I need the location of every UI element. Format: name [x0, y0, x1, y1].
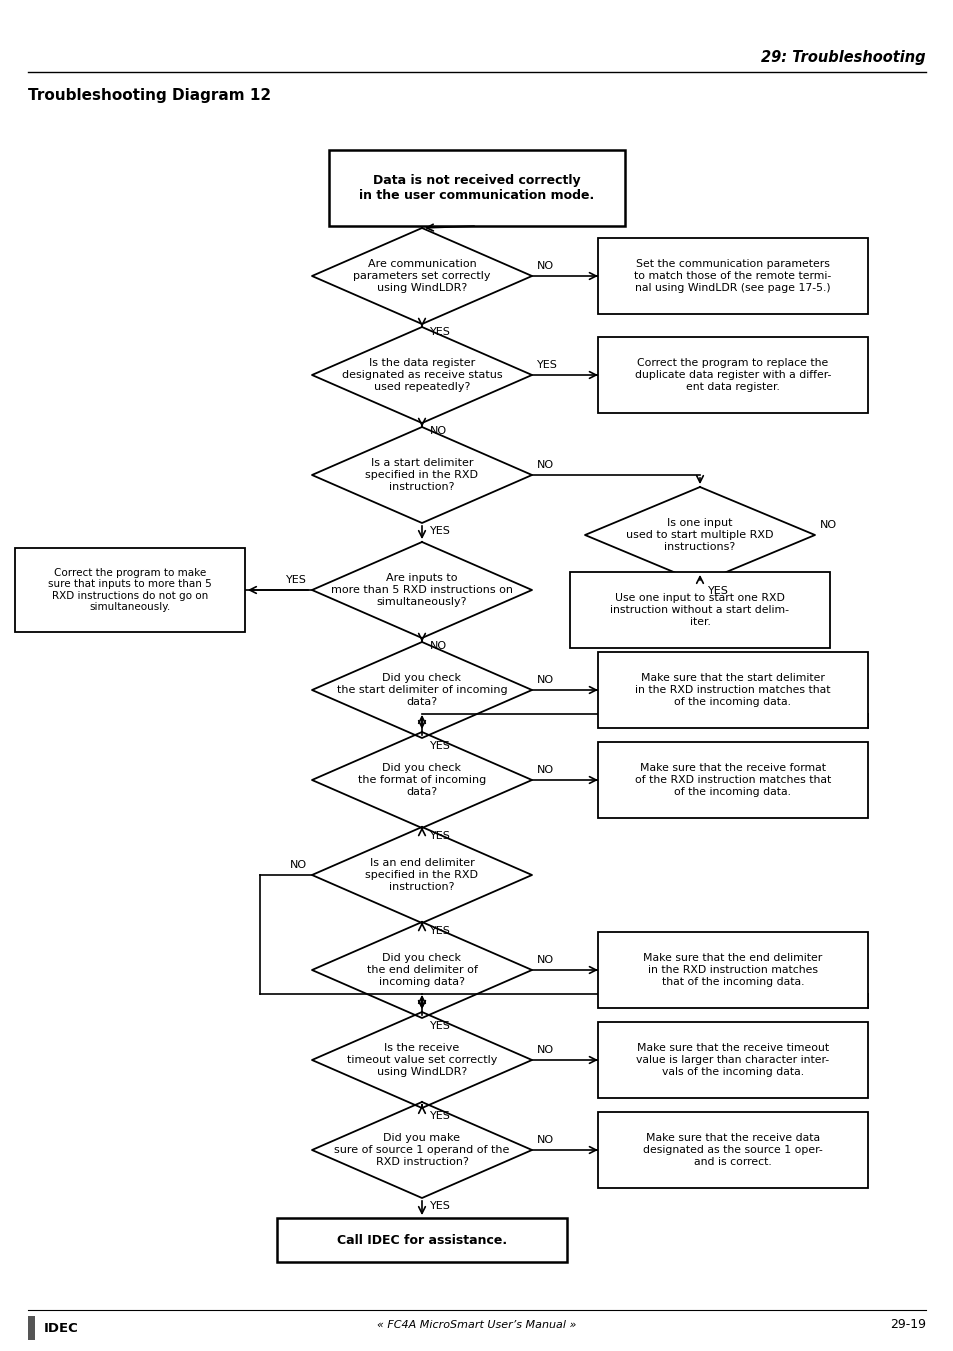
FancyBboxPatch shape — [598, 1021, 867, 1098]
Text: YES: YES — [430, 327, 451, 336]
Text: Set the communication parameters
to match those of the remote termi-
nal using W: Set the communication parameters to matc… — [634, 259, 831, 293]
Text: Use one input to start one RXD
instruction without a start delim-
iter.: Use one input to start one RXD instructi… — [610, 593, 789, 627]
Text: NO: NO — [537, 1135, 554, 1146]
Text: YES: YES — [707, 586, 728, 596]
Text: Is an end delimiter
specified in the RXD
instruction?: Is an end delimiter specified in the RXD… — [365, 858, 478, 892]
Text: « FC4A MicroSmart User’s Manual »: « FC4A MicroSmart User’s Manual » — [377, 1320, 576, 1329]
Text: Did you make
sure of source 1 operand of the
RXD instruction?: Did you make sure of source 1 operand of… — [334, 1133, 509, 1167]
Text: Correct the program to make
sure that inputs to more than 5
RXD instructions do : Correct the program to make sure that in… — [48, 567, 212, 612]
Text: Are communication
parameters set correctly
using WindLDR?: Are communication parameters set correct… — [353, 259, 490, 293]
Text: NO: NO — [430, 640, 447, 651]
Text: YES: YES — [430, 925, 451, 936]
Text: YES: YES — [430, 740, 451, 751]
Text: Did you check
the start delimiter of incoming
data?: Did you check the start delimiter of inc… — [336, 673, 507, 707]
Text: Is one input
used to start multiple RXD
instructions?: Is one input used to start multiple RXD … — [625, 519, 773, 551]
FancyBboxPatch shape — [329, 150, 624, 226]
Text: YES: YES — [537, 359, 558, 370]
Text: IDEC: IDEC — [44, 1321, 79, 1335]
Text: NO: NO — [537, 1046, 554, 1055]
Text: YES: YES — [430, 1201, 451, 1210]
FancyBboxPatch shape — [569, 571, 829, 648]
Text: 29: Troubleshooting: 29: Troubleshooting — [760, 50, 925, 65]
Text: Correct the program to replace the
duplicate data register with a differ-
ent da: Correct the program to replace the dupli… — [634, 358, 830, 392]
Text: Make sure that the end delimiter
in the RXD instruction matches
that of the inco: Make sure that the end delimiter in the … — [642, 954, 821, 986]
Text: Is the receive
timeout value set correctly
using WindLDR?: Is the receive timeout value set correct… — [347, 1043, 497, 1077]
Text: YES: YES — [430, 1111, 451, 1121]
Text: NO: NO — [537, 459, 554, 470]
Text: YES: YES — [430, 526, 451, 536]
Text: NO: NO — [537, 765, 554, 775]
Text: Did you check
the end delimiter of
incoming data?: Did you check the end delimiter of incom… — [366, 954, 476, 986]
Text: YES: YES — [430, 831, 451, 842]
Text: 29-19: 29-19 — [889, 1319, 925, 1332]
Text: NO: NO — [537, 261, 554, 272]
Text: Did you check
the format of incoming
data?: Did you check the format of incoming dat… — [357, 763, 486, 797]
FancyBboxPatch shape — [598, 932, 867, 1008]
Text: Make sure that the start delimiter
in the RXD instruction matches that
of the in: Make sure that the start delimiter in th… — [635, 673, 830, 707]
Text: NO: NO — [290, 861, 307, 870]
Text: Make sure that the receive format
of the RXD instruction matches that
of the inc: Make sure that the receive format of the… — [634, 763, 830, 797]
FancyBboxPatch shape — [28, 1316, 35, 1340]
Text: Make sure that the receive timeout
value is larger than character inter-
vals of: Make sure that the receive timeout value… — [636, 1043, 829, 1077]
Text: Is a start delimiter
specified in the RXD
instruction?: Is a start delimiter specified in the RX… — [365, 458, 478, 492]
FancyBboxPatch shape — [15, 549, 245, 632]
Text: YES: YES — [286, 576, 307, 585]
Text: Make sure that the receive data
designated as the source 1 oper-
and is correct.: Make sure that the receive data designat… — [642, 1133, 822, 1167]
FancyBboxPatch shape — [598, 238, 867, 313]
Text: Are inputs to
more than 5 RXD instructions on
simultaneously?: Are inputs to more than 5 RXD instructio… — [331, 573, 513, 607]
Text: NO: NO — [537, 676, 554, 685]
Text: Troubleshooting Diagram 12: Troubleshooting Diagram 12 — [28, 88, 271, 103]
Text: NO: NO — [537, 955, 554, 965]
FancyBboxPatch shape — [276, 1219, 566, 1262]
FancyBboxPatch shape — [598, 653, 867, 728]
FancyBboxPatch shape — [598, 742, 867, 817]
Text: NO: NO — [820, 520, 836, 530]
FancyBboxPatch shape — [598, 336, 867, 413]
Text: YES: YES — [430, 1021, 451, 1031]
Text: Data is not received correctly
in the user communication mode.: Data is not received correctly in the us… — [359, 174, 594, 203]
Text: Call IDEC for assistance.: Call IDEC for assistance. — [336, 1233, 507, 1247]
FancyBboxPatch shape — [598, 1112, 867, 1188]
Text: Is the data register
designated as receive status
used repeatedly?: Is the data register designated as recei… — [341, 358, 502, 392]
Text: NO: NO — [430, 426, 447, 436]
